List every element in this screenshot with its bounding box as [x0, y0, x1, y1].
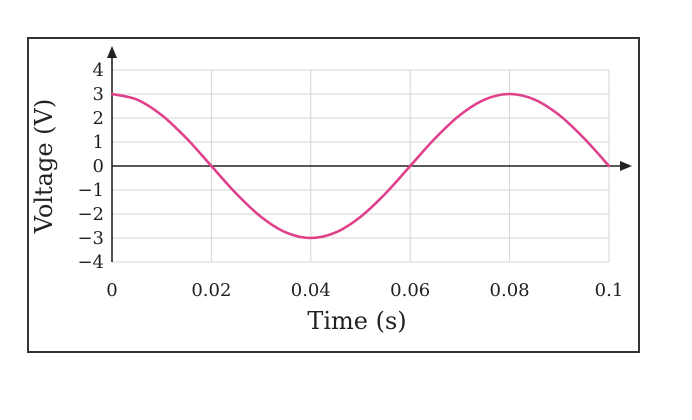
x-tick-labels: 0 0.02 0.04 0.06 0.08 0.1	[106, 280, 623, 301]
voltage-series-line	[110, 92, 611, 240]
y-tick-label: −2	[77, 204, 104, 225]
x-axis-title: Time (s)	[307, 307, 406, 335]
x-axis-arrow	[620, 161, 632, 171]
y-tick-label: −1	[77, 180, 104, 201]
x-tick-label: 0.06	[390, 280, 430, 301]
y-tick-labels: 4 3 2 1 0 −1 −2 −3 −4	[77, 60, 104, 273]
y-axis-title: Voltage (V)	[30, 99, 58, 234]
y-tick-label: 1	[93, 132, 104, 153]
y-tick-label: 3	[93, 84, 104, 105]
y-tick-label: −4	[77, 252, 104, 273]
chart-frame	[27, 37, 640, 353]
x-tick-label: 0.1	[595, 280, 624, 301]
y-tick-label: 2	[93, 108, 104, 129]
y-tick-label: 0	[93, 156, 104, 177]
series-layer	[110, 92, 611, 240]
y-axis-arrow	[107, 46, 117, 58]
y-tick-label: −3	[77, 228, 104, 249]
x-tick-label: 0.04	[291, 280, 331, 301]
x-tick-label: 0	[106, 280, 117, 301]
y-tick-label: 4	[93, 60, 104, 81]
x-tick-label: 0.08	[490, 280, 530, 301]
x-tick-label: 0.02	[191, 280, 231, 301]
axes	[107, 46, 632, 262]
